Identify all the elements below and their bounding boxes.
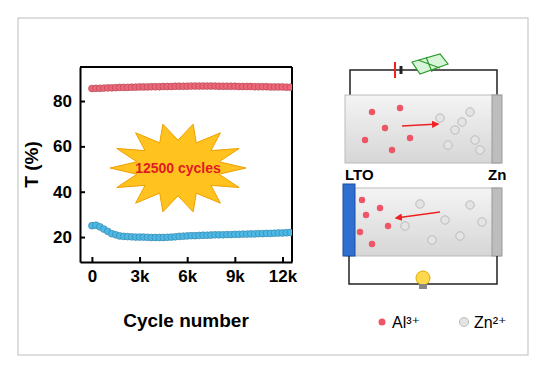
zn-ion [471,136,479,144]
zn-ion [416,200,424,208]
al-ion [357,229,363,235]
x-tick-mark [234,257,236,262]
electrode-label: Zn [488,166,506,183]
cell-body [345,95,500,163]
wire-top [350,70,497,95]
al-ion [407,135,413,141]
bulb-base [419,284,427,289]
battery-long [394,62,396,78]
arrow-left [396,212,440,218]
y-tick: 20 [53,228,85,247]
ion-legend-swatch [460,318,469,327]
ion-legend-label: Zn²⁺ [474,314,506,331]
y-tick: 40 [53,183,85,202]
x-axis-line [81,262,293,264]
lto-electrode [343,184,355,256]
zn-electrode [492,95,502,163]
x-tick: 9k [226,257,245,286]
y-tick: 60 [53,137,85,156]
zn-ion [428,236,436,244]
x-axis: 0 3k 6k 9k 12k [81,257,298,286]
series-marker [287,84,292,91]
zn-ion [451,126,459,134]
al-ion [389,147,395,153]
al-ion [382,125,388,131]
y-tick-label: 20 [53,228,72,247]
plot-frame-top [80,66,292,68]
zn-electrode [492,188,502,256]
x-tick-label: 9k [226,267,245,286]
al-ion [385,223,391,229]
y-tick-mark [80,101,85,103]
x-tick-mark [139,257,141,262]
zn-ion [478,218,486,226]
battery-short [400,66,403,74]
zn-ion [466,108,474,116]
wire-bottom [349,256,497,284]
al-ion [362,137,368,143]
y-axis-title: T (%) [21,141,42,187]
ion-legend-swatch [379,319,386,326]
x-tick-label: 6k [178,267,197,286]
al-ion [363,212,369,218]
al-ion [359,197,365,203]
al-ion [369,109,375,115]
x-tick-label: 12k [269,267,298,286]
zn-ion [476,146,484,154]
x-axis-title: Cycle number [123,310,249,331]
al-ion [369,241,375,247]
y-tick-mark [80,191,85,193]
cell-body [345,188,500,256]
x-tick: 0 [88,257,97,286]
al-ion [397,105,403,111]
x-tick-mark [187,257,189,262]
zn-ion [466,201,474,209]
y-axis: 20 40 60 80 [53,68,85,263]
outer-frame [18,18,528,355]
y-tick-label: 40 [53,183,72,202]
y-tick-mark [80,237,85,239]
x-tick-label: 3k [131,267,150,286]
plot-area [89,83,292,241]
arrow-right [402,124,438,126]
x-tick-mark [282,257,284,262]
bulb [416,271,430,285]
zn-ion [456,232,464,240]
y-tick-label: 60 [53,137,72,156]
zn-ion [401,222,409,230]
y-tick-mark [80,146,85,148]
x-tick-mark [91,257,93,262]
series-marker [287,229,292,236]
al-ion [377,205,383,211]
electrode-label: LTO [345,166,374,183]
canvas: 0 3k 6k 9k 12k 20 40 60 80 Cycle number T (%) 12500… [0,0,546,377]
annotation-burst [110,124,246,212]
x-tick: 12k [269,257,298,286]
zn-ion [444,141,452,149]
ion-legend-label: Al³⁺ [392,314,420,331]
y-axis-line [80,68,82,263]
zn-ion [436,114,444,122]
x-tick-label: 0 [88,267,97,286]
y-tick: 80 [53,92,85,111]
x-tick: 6k [178,257,197,286]
load-icon [412,54,448,74]
y-tick-label: 80 [53,92,72,111]
x-tick: 3k [131,257,150,286]
zn-ion [458,118,466,126]
zn-ion [441,216,449,224]
annotation-text: 12500 cycles [135,160,221,176]
